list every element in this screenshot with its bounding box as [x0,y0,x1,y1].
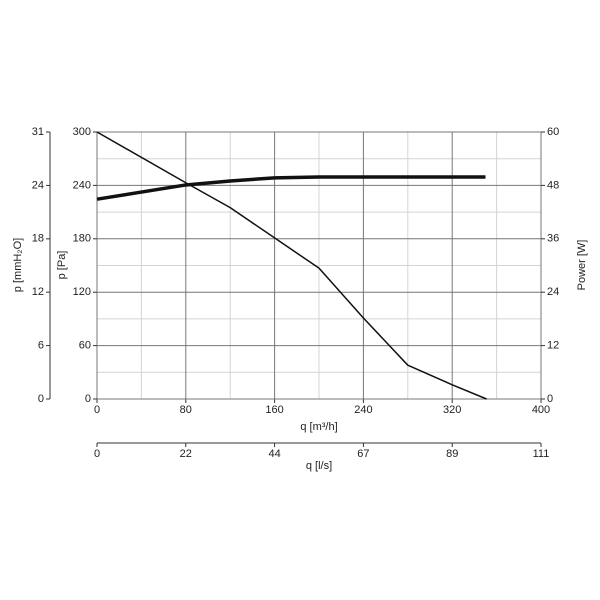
y2-tick-label: 48 [547,179,559,191]
x2-tick-label: 44 [268,448,280,460]
x2-tick-label: 67 [357,448,369,460]
y3-tick-label: 6 [38,339,44,351]
x-tick-label: 400 [532,404,550,416]
x2-axis-title: q [l/s] [306,460,332,472]
y3-tick-label: 31 [32,126,44,138]
y-tick-label: 300 [73,126,91,138]
y-tick-label: 120 [73,286,91,298]
y2-tick-label: 24 [547,286,559,298]
x2-tick-label: 22 [180,448,192,460]
y-tick-label: 240 [73,179,91,191]
x-tick-label: 320 [443,404,461,416]
y-tick-label: 60 [79,340,91,352]
y3-tick-label: 18 [32,233,44,245]
x2-tick-label: 89 [446,448,458,460]
x-tick-label: 80 [180,404,192,416]
y2-axis-title: Power [W] [576,240,588,291]
y3-tick-label: 24 [32,179,44,191]
x2-tick-label: 111 [533,448,550,460]
x-axis-title: q [m³/h] [300,421,337,433]
y2-tick-label: 0 [547,393,553,405]
curve [96,175,486,201]
y2-tick-label: 36 [547,233,559,245]
y-axis-title: p [Pa] [56,251,68,280]
y2-tick-label: 12 [547,340,559,352]
x-tick-label: 0 [94,404,100,416]
x-tick-label: 240 [354,404,372,416]
y3-tick-label: 0 [38,393,44,405]
y3-tick-label: 12 [32,286,44,298]
y2-tick-label: 60 [547,126,559,138]
curve [96,131,487,400]
y-tick-label: 180 [73,233,91,245]
y3-axis-title: p [mmH₂O] [12,238,24,292]
x-tick-label: 160 [265,404,283,416]
y-tick-label: 0 [85,393,91,405]
x2-tick-label: 0 [94,448,100,460]
